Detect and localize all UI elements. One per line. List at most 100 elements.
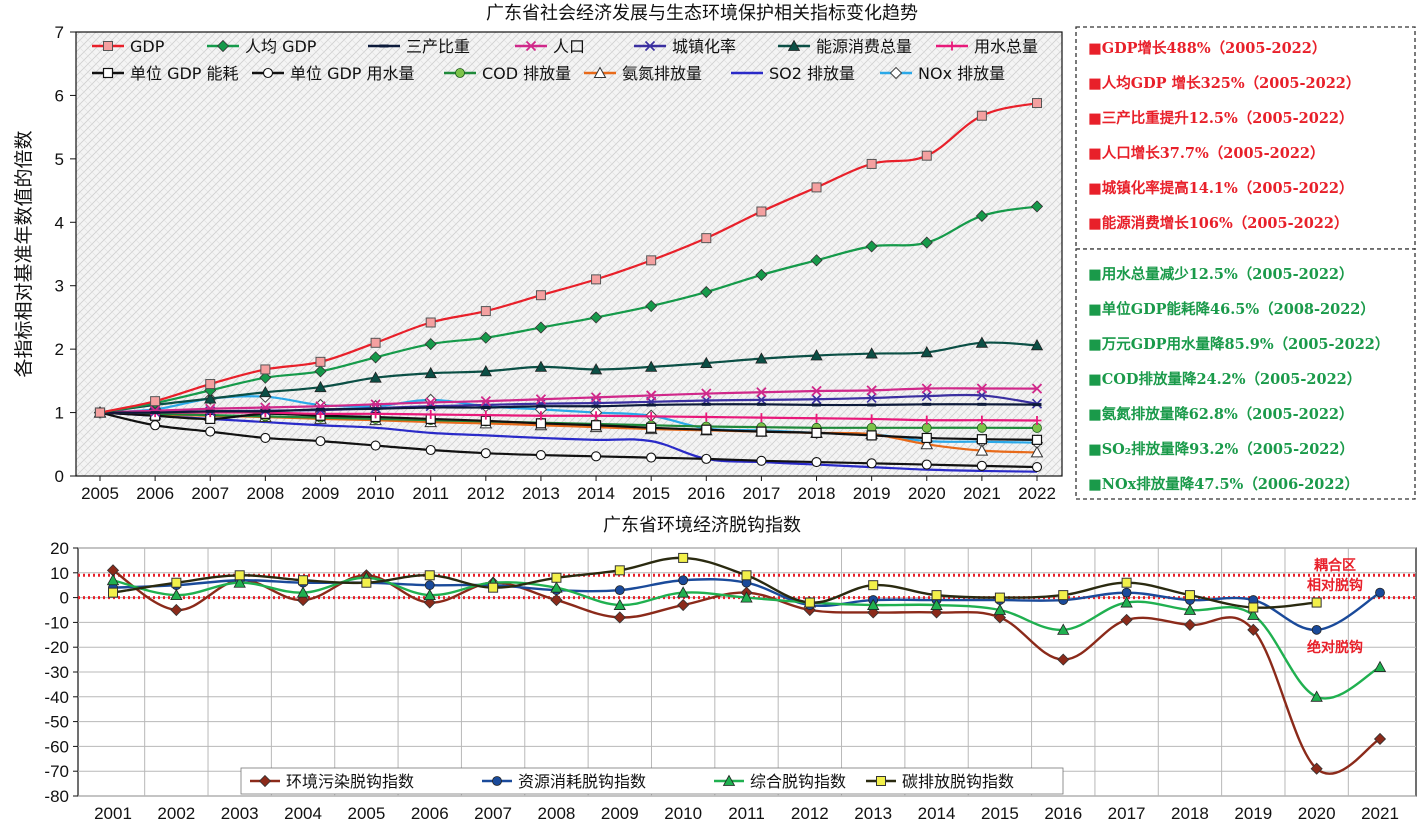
bottom-data-point — [1247, 623, 1260, 636]
bottom-data-point — [170, 588, 183, 601]
green-annotation-text: ■NOx排放量降47.5%（2006-2022） — [1088, 475, 1359, 493]
bottom-zone-label: 耦合区 — [1314, 557, 1356, 574]
top-data-point — [920, 345, 933, 358]
top-y-tick-label: 3 — [55, 277, 64, 296]
bottom-x-ticks: 2001 2002 2003 2004 2005 2006 2007 2008 2009 2010… — [94, 804, 1399, 823]
bottom-data-point — [423, 588, 436, 601]
green-annotation-text: ■SO₂排放量降93.2%（2005-2022） — [1088, 440, 1354, 458]
top-data-point — [1032, 416, 1042, 425]
top-data-point — [590, 392, 602, 403]
top-data-point — [259, 371, 272, 384]
bottom-zone-label: 相对脱钩 — [1307, 577, 1363, 594]
top-data-point — [370, 440, 381, 451]
bottom-x-tick-label: 2013 — [854, 804, 892, 823]
top-x-tick-label: 2005 — [81, 484, 119, 503]
top-x-tick-label: 2017 — [742, 484, 780, 503]
top-data-point — [590, 420, 602, 431]
top-x-tick-label: 2011 — [412, 484, 449, 503]
bottom-y-tick-label: -40 — [44, 688, 69, 707]
bottom-y-tick-label: -30 — [44, 663, 69, 682]
top-legend-item: 三产比重 — [368, 37, 470, 56]
bottom-data-point — [1120, 613, 1133, 626]
bottom-legend-swatch-marker — [722, 774, 736, 786]
top-data-point — [866, 458, 877, 469]
top-legend-item: NOx 排放量 — [880, 64, 1005, 83]
bottom-data-point — [233, 576, 246, 588]
top-data-point — [479, 331, 492, 344]
top-x-tick-label: 2008 — [246, 484, 284, 503]
top-data-point — [1030, 339, 1044, 351]
bottom-data-point — [170, 603, 183, 617]
bottom-data-point — [1310, 690, 1323, 702]
top-legend-item: 用水总量 — [936, 37, 1038, 56]
top-legend-swatch-marker — [644, 40, 656, 52]
top-legend-item: 能源消费总量 — [778, 37, 912, 56]
top-data-point — [370, 337, 381, 348]
top-x-tick-label: 2013 — [522, 484, 560, 503]
top-x-tick-label: 2015 — [632, 484, 670, 503]
top-data-point — [534, 321, 548, 334]
top-data-point — [591, 274, 602, 285]
top-chart-title: 广东省社会经济发展与生态环境保护相关指标变化趋势 — [486, 3, 918, 24]
bottom-data-point — [1310, 762, 1323, 775]
bottom-data-point — [614, 585, 625, 596]
green-annotation-text: ■单位GDP能耗降46.5%（2008-2022） — [1088, 300, 1375, 318]
top-data-point — [589, 363, 603, 375]
top-x-ticks: 2005 2006 2007 2008 2009 2010 2011 2012 2013 2014… — [81, 476, 1056, 503]
top-data-point — [480, 448, 491, 459]
top-data-point — [921, 383, 932, 394]
bottom-x-tick-label: 2001 — [94, 804, 132, 823]
bottom-legend-item: 环境污染脱钩指数 — [250, 772, 414, 791]
top-y-tick-label: 0 — [55, 467, 64, 486]
top-legend-item: 人均 GDP — [207, 37, 317, 56]
bottom-data-point — [1248, 602, 1259, 613]
bottom-data-point — [1311, 597, 1322, 608]
bottom-x-tick-label: 2007 — [474, 804, 512, 823]
top-x-tick-label: 2012 — [467, 484, 505, 503]
top-legend-label: 三产比重 — [406, 37, 470, 56]
top-x-tick-label: 2014 — [577, 484, 615, 503]
top-data-point — [479, 365, 493, 377]
bottom-x-tick-label: 2016 — [1044, 804, 1082, 823]
bottom-data-point — [108, 587, 118, 598]
bottom-data-point — [994, 592, 1005, 603]
bottom-data-point — [868, 580, 879, 591]
top-data-point — [646, 411, 656, 421]
top-data-point — [811, 456, 822, 468]
green-annotation-text: ■氨氮排放量降62.8%（2005-2022） — [1088, 405, 1354, 423]
bottom-series-group — [106, 552, 1387, 775]
top-legend-swatch-marker — [889, 66, 903, 80]
top-data-point — [921, 459, 932, 470]
top-x-tick-label: 2009 — [302, 484, 340, 503]
top-data-point — [812, 413, 822, 423]
bottom-x-tick-label: 2006 — [411, 804, 449, 823]
bottom-legend-label: 综合脱钩指数 — [750, 772, 846, 791]
bottom-data-point — [550, 581, 563, 593]
bottom-chart-title: 广东省环境经济脱钩指数 — [603, 515, 801, 536]
red-annotation-text: ■GDP增长488%（2005-2022） — [1088, 39, 1326, 57]
top-data-point — [866, 430, 877, 441]
top-data-point — [755, 268, 768, 281]
top-y-tick-label: 2 — [55, 340, 64, 359]
top-data-point — [646, 255, 657, 266]
bottom-data-point — [1373, 732, 1387, 746]
top-legend-item: 人口 — [515, 37, 585, 56]
top-data-point — [975, 209, 988, 223]
top-data-point — [646, 452, 657, 463]
top-data-point — [260, 364, 271, 375]
top-x-tick-label: 2007 — [191, 484, 229, 503]
bottom-data-point — [424, 570, 435, 581]
top-y-tick-label: 4 — [55, 213, 64, 232]
bottom-data-point — [678, 575, 689, 586]
top-data-point — [260, 432, 271, 443]
top-data-point — [536, 411, 546, 421]
top-data-point — [314, 365, 327, 378]
top-data-point — [424, 366, 437, 379]
top-legend-label: 人均 GDP — [245, 37, 317, 56]
top-legend-item: COD 排放量 — [444, 64, 571, 83]
bottom-x-tick-label: 2020 — [1298, 804, 1336, 823]
top-legend-item: 城镇化率 — [634, 37, 736, 56]
bottom-data-point — [1184, 590, 1195, 601]
